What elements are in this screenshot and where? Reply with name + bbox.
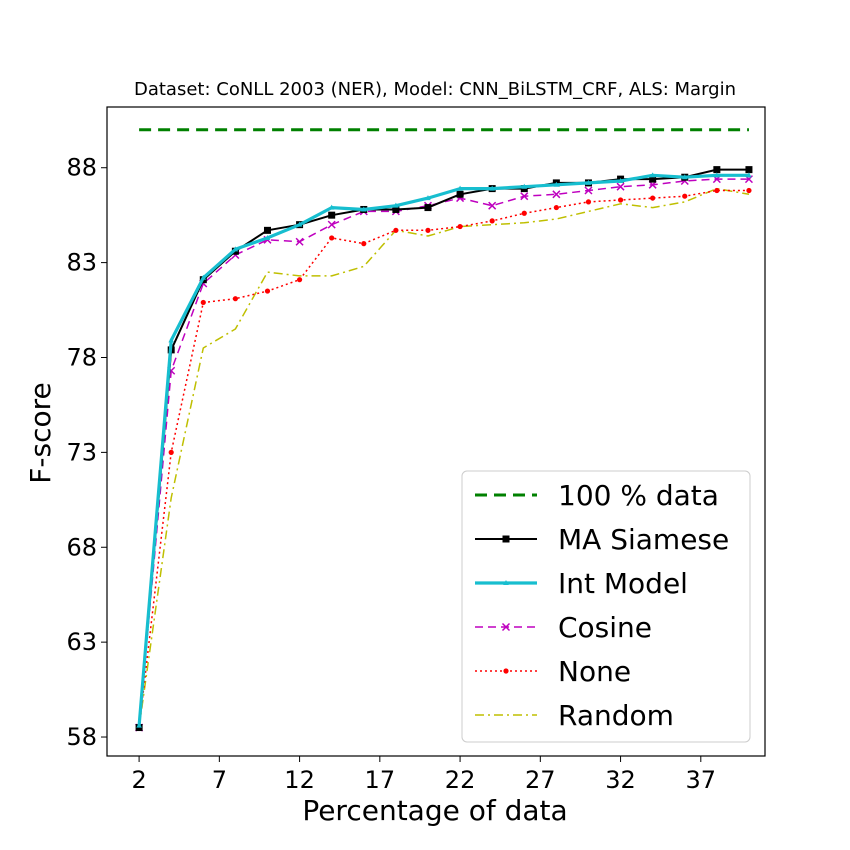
legend-marker [501,622,511,632]
chart-title: Dataset: CoNLL 2003 (NER), Model: CNN_Bi… [134,79,736,100]
x-tick-label: 27 [525,766,556,794]
data-point-none [425,227,431,233]
data-point-none [650,195,656,201]
data-point-none [617,197,624,203]
x-tick-label: 22 [445,766,476,794]
data-point-int-model [136,722,142,728]
data-point-int-model [489,185,495,191]
data-point-int-model [393,202,399,208]
data-point-int-model [553,181,560,187]
data-point-none [746,187,752,194]
data-point-ma-siamese [713,166,721,174]
data-point-int-model [617,178,624,184]
y-tick-label: 73 [66,438,97,466]
data-point-ma-siamese [263,226,271,234]
legend-label: Cosine [558,611,652,644]
series-line-int-model [137,173,749,726]
data-point-none [264,288,271,294]
data-point-none [393,227,399,233]
x-tick-label: 32 [605,766,636,794]
data-point-int-model [264,234,271,240]
data-point-int-model [649,172,656,178]
plot-frame [106,106,766,757]
x-axis-label: Percentage of data [302,794,567,827]
y-tick-label: 88 [66,154,97,182]
legend-item-int-model: Int Model [475,567,688,600]
data-point-ma-siamese [456,190,464,198]
data-point-none [682,193,688,199]
data-point-int-model [168,337,174,343]
data-point-int-model [200,274,207,280]
legend-marker [503,668,509,674]
legend-item-100-data: 100 % data [475,479,719,512]
data-point-int-model [585,179,592,185]
data-point-cosine [327,220,336,229]
data-point-none [489,218,495,224]
x-tick-label: 2 [131,766,146,794]
data-point-ma-siamese [424,204,432,212]
data-point-none [457,223,463,230]
data-point-ma-siamese [649,175,657,183]
data-point-cosine [295,237,304,246]
data-point-none [361,241,367,247]
y-tick-label: 63 [66,628,97,656]
legend-label: Random [558,699,674,732]
data-point-cosine [616,182,625,191]
data-point-none [232,296,238,302]
legend-item-ma-siamese: MA Siamese [475,523,729,556]
data-point-none [714,187,720,194]
data-point-int-model [681,174,688,180]
y-tick-label: 58 [66,723,97,751]
data-point-none [585,199,592,205]
data-point-none [168,449,174,455]
data-point-int-model [425,195,431,201]
data-point-int-model [714,172,720,178]
series-none [136,187,752,731]
legend-marker [503,580,509,585]
x-tick-label: 37 [686,766,717,794]
data-point-cosine [584,186,593,195]
data-point-ma-siamese [328,211,336,219]
data-point-ma-siamese [392,205,400,213]
legend-label: Int Model [558,567,688,600]
data-point-none [521,210,527,216]
data-point-none [553,204,559,211]
y-tick-label: 78 [66,343,97,371]
data-point-int-model [360,206,367,212]
y-axis-label: F-score [24,382,57,483]
data-point-int-model [296,221,303,227]
data-point-none [296,277,303,283]
data-point-none [329,235,335,241]
legend-label: None [558,655,631,688]
legend-item-none: None [475,655,631,688]
y-tick-label: 68 [66,533,97,561]
data-point-none [200,299,206,306]
data-point-ma-siamese [745,166,753,174]
legend-item-random: Random [475,699,674,732]
series-line-cosine [138,178,749,728]
data-point-cosine [520,192,529,201]
legend-items: 100 % data MA Siamese Int Model Cosine None R… [475,479,729,732]
data-point-cosine [488,201,497,210]
data-point-int-model [521,183,528,189]
x-tick-label: 17 [365,766,396,794]
legend: 100 % data MA Siamese Int Model Cosine None R… [461,470,751,743]
legend-marker [502,535,510,543]
series-layer [135,128,753,732]
x-tick-label: 12 [284,766,315,794]
y-tick-label: 83 [66,249,97,277]
x-tick-label: 7 [212,766,227,794]
legend-label: 100 % data [558,479,719,512]
legend-label: MA Siamese [558,523,729,556]
data-point-int-model [328,204,335,210]
legend-item-cosine: Cosine [475,611,652,644]
data-point-int-model [457,185,463,191]
data-point-int-model [232,246,239,252]
data-point-int-model [746,172,752,178]
series-int-model [136,172,752,728]
data-point-cosine [552,190,561,199]
